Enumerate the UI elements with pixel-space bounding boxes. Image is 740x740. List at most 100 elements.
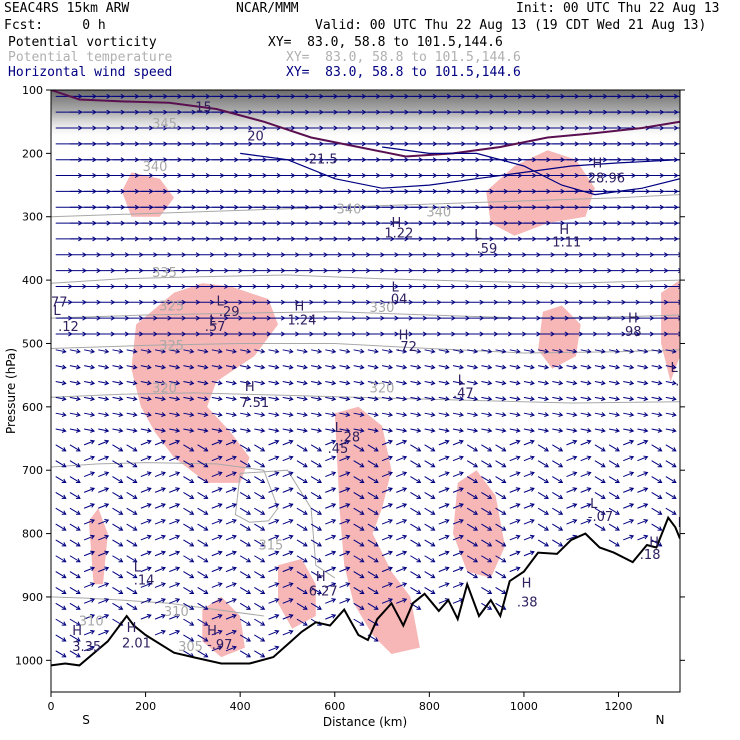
wind-arrowhead [444, 348, 450, 354]
wind-arrow [623, 487, 634, 493]
wind-arrow [211, 535, 222, 541]
wind-arrowhead [629, 471, 635, 477]
wind-arrowhead [345, 380, 351, 386]
wind-arrowhead [118, 573, 124, 579]
wind-arrowhead [586, 427, 592, 433]
wind-arrowhead [430, 364, 436, 370]
wind-arrowhead [600, 510, 606, 515]
wind-arrow [225, 428, 237, 432]
wind-arrowhead [458, 503, 464, 508]
wind-arrowhead [104, 412, 110, 417]
wind-arrow [325, 381, 336, 384]
wind-arrow [282, 412, 293, 416]
wind-arrowhead [175, 629, 181, 635]
wind-arrowhead [373, 348, 379, 354]
wind-arrowhead [75, 510, 81, 515]
wind-arrow [339, 440, 350, 446]
wind-arrow [140, 519, 152, 525]
wind-arrowhead [501, 526, 507, 531]
wind-arrow [665, 412, 676, 416]
wind-arrowhead [402, 439, 408, 445]
wind-arrowhead [331, 396, 337, 402]
wind-arrowhead [600, 462, 606, 468]
wind-arrowhead [146, 380, 152, 386]
wind-arrow [651, 412, 662, 416]
wind-arrow [552, 396, 563, 400]
wind-arrowhead [416, 348, 422, 354]
wind-arrow [353, 587, 364, 594]
wind-arrowhead [274, 566, 280, 572]
wind-arrow [211, 630, 222, 636]
wind-arrow [154, 349, 166, 353]
wind-arrowhead [430, 348, 436, 354]
wind-arrow [268, 614, 279, 620]
wind-arrow [98, 630, 109, 636]
wind-arrowhead [345, 518, 351, 524]
wind-arrowhead [104, 380, 110, 386]
wind-arrow [225, 598, 237, 604]
wind-arrow [410, 491, 421, 499]
wind-arrowhead [529, 534, 535, 540]
wind-arrow [154, 396, 166, 400]
wind-arrow [225, 365, 237, 369]
wind-arrowhead [572, 396, 578, 402]
wind-arrowhead [529, 364, 535, 370]
wind-arrow [594, 507, 606, 515]
wind-arrow [197, 365, 208, 369]
wind-arrow [83, 519, 95, 525]
wind-arrowhead [104, 566, 110, 572]
wind-arrow [495, 507, 506, 515]
wind-arrowhead [558, 412, 564, 417]
wind-arrowhead [529, 427, 535, 433]
wind-arrow [410, 428, 421, 432]
wind-arrow [225, 630, 237, 636]
wind-arrowhead [132, 557, 138, 563]
wind-arrowhead [345, 396, 351, 402]
wind-arrow [396, 487, 407, 493]
wind-arrow [651, 396, 662, 400]
wind-arrow [580, 365, 591, 369]
wind-arrowhead [246, 412, 252, 417]
wind-arrow [154, 472, 166, 478]
wind-arrowhead [459, 364, 464, 370]
wind-arrow [438, 582, 449, 588]
wind-arrow [466, 539, 478, 547]
wind-arrow [254, 396, 265, 400]
wind-arrowhead [189, 589, 195, 594]
wind-arrowhead [118, 462, 124, 468]
wind-arrowhead [288, 396, 294, 402]
wind-arrow [594, 365, 605, 369]
wind-arrowhead [288, 439, 294, 445]
wind-arrowhead [75, 557, 81, 563]
wind-arrowhead [189, 494, 195, 499]
wind-arrow [367, 381, 378, 384]
field-name-pv: Potential vorticity [8, 35, 157, 50]
wind-arrow [353, 539, 364, 547]
wind-arrowhead [629, 518, 635, 524]
wind-arrow [112, 507, 123, 515]
wind-arrow [239, 460, 251, 468]
wind-arrowhead [388, 427, 394, 433]
wind-arrow [225, 472, 237, 478]
wind-arrow [83, 598, 95, 604]
wind-arrowhead [132, 510, 138, 515]
wind-arrow [537, 476, 549, 483]
wind-arrow [325, 535, 336, 541]
wind-arrowhead [161, 566, 166, 572]
wind-arrow [623, 519, 634, 525]
wind-arrow [339, 396, 350, 400]
wind-arrow [183, 602, 194, 610]
wind-arrow [240, 428, 251, 432]
wind-arrow [239, 491, 251, 499]
wind-arrow [126, 602, 137, 610]
extremum-label: .12 [58, 320, 79, 335]
wind-arrowhead [388, 439, 393, 445]
wind-arrowhead [61, 494, 67, 499]
wind-arrowhead [104, 348, 110, 354]
wind-arrow [140, 412, 151, 416]
wind-arrowhead [345, 534, 351, 540]
wind-arrowhead [629, 534, 635, 540]
wind-arrow [140, 381, 151, 384]
wind-arrowhead [217, 427, 223, 433]
wind-arrowhead [161, 534, 166, 540]
